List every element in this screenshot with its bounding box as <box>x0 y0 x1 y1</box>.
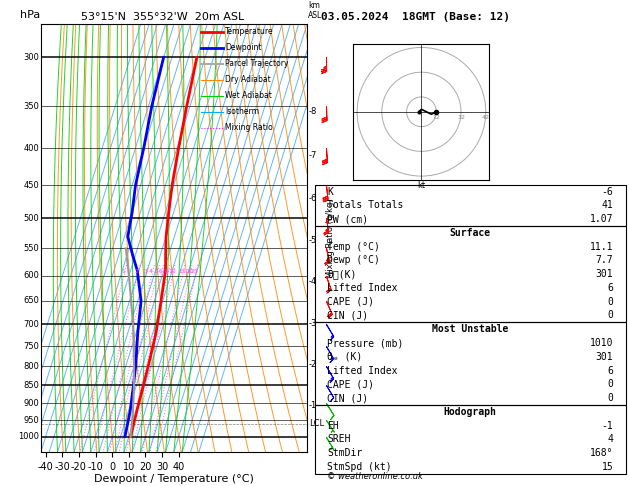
Text: Dewpoint: Dewpoint <box>225 43 262 52</box>
Text: 301: 301 <box>596 269 613 279</box>
Text: StmSpd (kt): StmSpd (kt) <box>327 462 392 472</box>
Text: 15: 15 <box>178 269 186 274</box>
X-axis label: kt: kt <box>418 181 425 190</box>
Text: 4: 4 <box>608 434 613 444</box>
Text: Temp (°C): Temp (°C) <box>327 242 380 252</box>
Text: 1010: 1010 <box>590 338 613 348</box>
Text: -3: -3 <box>308 319 316 328</box>
Text: 53°15'N  355°32'W  20m ASL: 53°15'N 355°32'W 20m ASL <box>81 12 244 22</box>
Text: CIN (J): CIN (J) <box>327 311 368 320</box>
X-axis label: Dewpoint / Temperature (°C): Dewpoint / Temperature (°C) <box>94 474 254 485</box>
Text: -5: -5 <box>308 236 316 245</box>
Text: Parcel Trajectory: Parcel Trajectory <box>225 59 289 68</box>
Text: -4: -4 <box>308 278 316 286</box>
Text: 8: 8 <box>165 269 169 274</box>
Text: 600: 600 <box>24 271 40 280</box>
Text: Mixing Ratio: Mixing Ratio <box>225 123 273 132</box>
Text: PW (cm): PW (cm) <box>327 214 368 224</box>
Text: hPa: hPa <box>19 10 40 20</box>
Text: 500: 500 <box>24 214 40 223</box>
Text: SREH: SREH <box>327 434 350 444</box>
Text: 750: 750 <box>24 342 40 350</box>
Text: -2: -2 <box>308 360 316 369</box>
Text: 25: 25 <box>191 269 199 274</box>
Text: Temperature: Temperature <box>225 27 274 36</box>
Text: K: K <box>327 187 333 196</box>
Text: 168°: 168° <box>590 448 613 458</box>
Text: 5: 5 <box>154 269 158 274</box>
Text: 450: 450 <box>24 181 40 190</box>
Text: 800: 800 <box>24 362 40 371</box>
Text: 350: 350 <box>24 102 40 110</box>
Text: 6: 6 <box>608 365 613 376</box>
Text: CAPE (J): CAPE (J) <box>327 380 374 389</box>
Text: Mixing Ratio (g/kg): Mixing Ratio (g/kg) <box>326 198 335 278</box>
Text: 550: 550 <box>24 244 40 253</box>
Text: © weatheronline.co.uk: © weatheronline.co.uk <box>327 472 423 481</box>
Text: Wet Adiabat: Wet Adiabat <box>225 91 272 100</box>
Text: 41: 41 <box>602 200 613 210</box>
Text: θᴄ(K): θᴄ(K) <box>327 269 357 279</box>
Text: Surface: Surface <box>450 228 491 238</box>
Text: 0: 0 <box>608 311 613 320</box>
Text: 950: 950 <box>24 416 40 425</box>
Text: StmDir: StmDir <box>327 448 362 458</box>
Text: 3: 3 <box>143 269 147 274</box>
Text: -1: -1 <box>308 401 316 410</box>
Text: EH: EH <box>327 421 338 431</box>
Text: 301: 301 <box>596 352 613 362</box>
Text: 900: 900 <box>24 399 40 408</box>
Text: -8: -8 <box>308 107 316 116</box>
Text: 10: 10 <box>168 269 176 274</box>
Text: 0: 0 <box>608 380 613 389</box>
Text: Lifted Index: Lifted Index <box>327 283 398 293</box>
Text: θₑ (K): θₑ (K) <box>327 352 362 362</box>
Text: Hodograph: Hodograph <box>443 407 497 417</box>
Text: 20: 20 <box>185 269 193 274</box>
Text: 2: 2 <box>135 269 139 274</box>
Text: 850: 850 <box>24 381 40 390</box>
Text: 6: 6 <box>608 283 613 293</box>
Text: 12: 12 <box>432 115 440 120</box>
Text: LCL: LCL <box>309 419 325 428</box>
Text: CAPE (J): CAPE (J) <box>327 297 374 307</box>
Text: 1000: 1000 <box>18 432 40 441</box>
Text: 11.1: 11.1 <box>590 242 613 252</box>
Text: CIN (J): CIN (J) <box>327 393 368 403</box>
Text: 400: 400 <box>24 143 40 153</box>
Text: -7: -7 <box>308 151 316 159</box>
Text: Lifted Index: Lifted Index <box>327 365 398 376</box>
Text: 15: 15 <box>602 462 613 472</box>
Text: 300: 300 <box>24 53 40 62</box>
Text: 1: 1 <box>121 269 125 274</box>
Text: 700: 700 <box>24 320 40 329</box>
Text: -1: -1 <box>602 421 613 431</box>
Text: Isotherm: Isotherm <box>225 107 259 116</box>
Text: 7.7: 7.7 <box>596 256 613 265</box>
Text: 0: 0 <box>608 297 613 307</box>
Text: Pressure (mb): Pressure (mb) <box>327 338 403 348</box>
Text: 6: 6 <box>158 269 162 274</box>
Text: 4: 4 <box>149 269 153 274</box>
Text: Dewp (°C): Dewp (°C) <box>327 256 380 265</box>
Text: Most Unstable: Most Unstable <box>432 324 508 334</box>
Text: -6: -6 <box>602 187 613 196</box>
Text: km
ASL: km ASL <box>308 0 323 20</box>
Text: Dry Adiabat: Dry Adiabat <box>225 75 271 84</box>
Text: 32: 32 <box>457 115 465 120</box>
Text: -6: -6 <box>308 194 316 203</box>
Text: 650: 650 <box>24 296 40 306</box>
Text: Totals Totals: Totals Totals <box>327 200 403 210</box>
Text: 03.05.2024  18GMT (Base: 12): 03.05.2024 18GMT (Base: 12) <box>321 12 509 22</box>
Text: 0: 0 <box>608 393 613 403</box>
Text: 42: 42 <box>482 115 490 120</box>
Text: 1.07: 1.07 <box>590 214 613 224</box>
